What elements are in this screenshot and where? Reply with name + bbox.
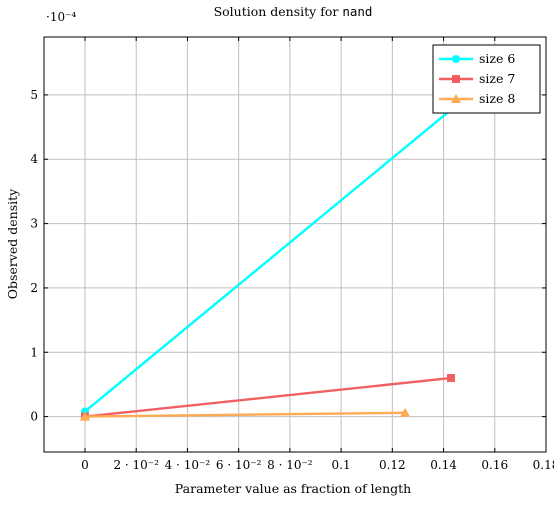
series-layer [79,55,516,421]
legend-marker [451,94,461,103]
x-tick-label: 0.14 [430,458,457,472]
legend-marker [452,55,460,63]
x-tick-label: 0 [81,458,89,472]
x-tick-label: 2 · 10⁻² [113,458,159,472]
data-point [79,411,90,421]
y-scale-note: ·10⁻⁴ [46,10,76,24]
plot-frame [43,36,547,453]
x-tick-label: 4 · 10⁻² [165,458,211,472]
series-line-3 [84,411,406,418]
x-tick-label: 6 · 10⁻² [216,458,262,472]
chart-title: Solution density for nand [214,4,373,19]
y-tick-label: 3 [30,217,38,231]
data-point [446,374,455,383]
legend-marker [452,75,460,83]
x-tick-label: 8 · 10⁻² [267,458,313,472]
legend-label-2: size 7 [479,71,515,86]
y-tick-label: 4 [30,152,38,166]
y-tick-label: 2 [30,281,38,295]
x-axis-label: Parameter value as fraction of length [175,481,411,496]
axis-layer: 0 2 · 10⁻² 4 · 10⁻² 6 · 10⁻² 8 · 10⁻² 0.1 0.12… [30,36,554,472]
chart-title-code: nand [342,4,372,19]
series-line-1 [84,58,513,413]
series-line-2 [84,376,452,418]
y-axis-label: Observed density [5,188,20,299]
x-tick-label: 0.16 [481,458,508,472]
legend: size 6 size 7 size 8 [432,44,541,114]
y-tick-label: 0 [30,410,38,424]
y-tick-label: 5 [30,88,38,102]
x-tick-label: 0.1 [332,458,351,472]
x-tick-label: 0.12 [379,458,406,472]
data-point [400,407,411,417]
legend-label-1: size 6 [479,51,515,66]
x-tick-label: 0.18 [533,458,554,472]
y-tick-label: 1 [30,345,38,359]
legend-label-3: size 8 [479,91,515,106]
